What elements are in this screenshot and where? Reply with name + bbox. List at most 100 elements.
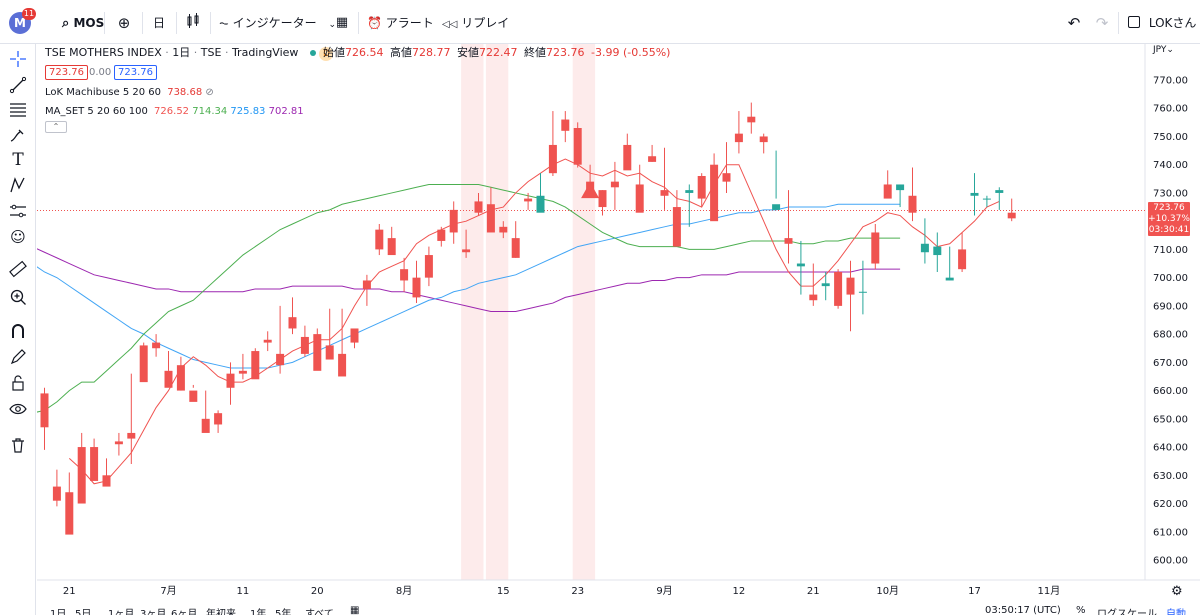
y-tick-label: 610.00 (1153, 527, 1188, 538)
y-tick-label: 770.00 (1153, 76, 1188, 87)
fib-lines-icon[interactable] (7, 98, 29, 120)
range-button[interactable]: 6ヶ月 (171, 609, 198, 615)
ask-price-box[interactable]: 723.76 (114, 65, 157, 80)
ma5-value: 726.52 (154, 106, 190, 117)
undo-icon[interactable]: ↶ (1067, 14, 1081, 32)
candle-body (871, 232, 880, 264)
y-tick-label: 640.00 (1153, 443, 1188, 454)
candle-body (449, 209, 458, 233)
range-button[interactable]: 1ヶ月 (108, 609, 135, 615)
utc-clock[interactable]: 03:50:17 (UTC) (985, 605, 1061, 615)
user-layout-button[interactable]: LOKさん (1128, 14, 1196, 32)
ma60-line (37, 203, 901, 369)
range-button[interactable]: 5年 (275, 609, 292, 615)
candle-body (214, 413, 223, 425)
indicators-button[interactable]: ⏦ インジケーター ⌄ (219, 14, 336, 32)
pattern-icon[interactable] (7, 174, 29, 196)
toolbar-divider (142, 12, 143, 34)
symbol-search-button[interactable]: ⌕ MOS (62, 14, 104, 32)
candle-body (920, 243, 929, 253)
candle-body (201, 418, 210, 433)
x-tick-label: 12 (733, 586, 746, 597)
candle-body (610, 181, 619, 188)
hidden-eye-icon[interactable]: ⊘ (205, 87, 214, 98)
candle-body (834, 272, 843, 306)
trend-line-icon[interactable] (7, 74, 29, 96)
candle-body (152, 342, 161, 349)
alert-button[interactable]: ⏰ アラート (367, 14, 434, 32)
candle-body (970, 192, 979, 196)
redo-icon[interactable]: ↷ (1095, 14, 1109, 32)
replay-button[interactable]: ◁◁ リプレイ (442, 14, 509, 32)
range-button[interactable]: 5日 (75, 609, 92, 615)
alarm-clock-icon: ⏰ (367, 16, 382, 30)
chart-pane[interactable]: 770.00760.00750.00740.00730.00720.00710.… (37, 44, 1200, 615)
log-scale-toggle[interactable]: ログスケール (1097, 609, 1157, 615)
grid-icon[interactable]: ▦ (335, 15, 349, 30)
percent-toggle[interactable]: % (1076, 605, 1086, 615)
candle-body (846, 277, 855, 295)
range-button[interactable]: 年初来 (206, 609, 236, 615)
trash-icon[interactable] (7, 434, 29, 456)
last-price-change: +10.37% (1148, 214, 1190, 224)
calendar-icon[interactable]: ▦ (350, 605, 360, 615)
prediction-icon[interactable] (7, 200, 29, 222)
price-chart[interactable]: 770.00760.00750.00740.00730.00720.00710.… (37, 44, 1200, 604)
range-button[interactable]: 1年 (250, 609, 267, 615)
user-label: LOKさん (1148, 16, 1197, 30)
indicator-row-ma-set[interactable]: MA_SET 5 20 60 100 726.52 714.34 725.83 … (45, 105, 304, 119)
legend-title[interactable]: TSE MOTHERS INDEX (45, 46, 162, 59)
indicator-name: LoK Machibuse 5 20 60 (45, 87, 162, 98)
candle-body (958, 249, 967, 270)
y-tick-label: 660.00 (1153, 386, 1188, 397)
x-tick-label: 21 (807, 586, 820, 597)
text-tool-icon[interactable]: T (12, 150, 24, 170)
candle-body (387, 238, 396, 256)
candle-body (648, 156, 657, 162)
crosshair-icon[interactable] (7, 48, 29, 70)
candle-body (697, 176, 706, 199)
eye-icon[interactable] (7, 398, 29, 420)
candle-body (796, 263, 805, 267)
collapse-legend-button[interactable]: ⌃ (45, 121, 67, 133)
candle-body (672, 207, 681, 247)
candle-body (573, 128, 582, 165)
indicators-label: インジケーター (232, 16, 317, 30)
bid-price-box[interactable]: 723.76 (45, 65, 88, 80)
candle-body (524, 198, 533, 202)
toolbar-divider (176, 12, 177, 34)
emoji-icon[interactable]: ☺ (10, 228, 26, 246)
layout-square-icon (1128, 16, 1140, 28)
y-tick-label: 690.00 (1153, 301, 1188, 312)
candle-body (486, 204, 495, 233)
alert-label: アラート (385, 16, 434, 30)
indicator-row-machibuse[interactable]: LoK Machibuse 5 20 60 738.68 ⊘ (45, 86, 214, 100)
legend-source: TradingView (231, 46, 299, 59)
brush-icon[interactable] (7, 124, 29, 146)
lock-pencil-icon[interactable] (7, 346, 29, 368)
y-tick-label: 630.00 (1153, 471, 1188, 482)
range-button[interactable]: 1日 (50, 609, 67, 615)
auto-scale-toggle[interactable]: 自動 (1166, 609, 1186, 615)
candle-body (127, 432, 136, 439)
candle-body (660, 190, 669, 196)
zoom-in-icon[interactable] (7, 286, 29, 308)
ma20-line (37, 183, 901, 413)
ruler-icon[interactable] (7, 258, 29, 280)
toolbar-divider (210, 12, 211, 34)
plus-circle-icon[interactable]: ⊕ (117, 14, 131, 32)
interval-button[interactable]: 日 (152, 16, 165, 30)
y-tick-label: 620.00 (1153, 499, 1188, 510)
indicators-icon: ⏦ (219, 16, 229, 30)
candles-icon[interactable] (184, 13, 202, 33)
magnet-icon[interactable] (7, 320, 29, 342)
range-button[interactable]: 3ヶ月 (140, 609, 167, 615)
lock-icon[interactable] (7, 372, 29, 394)
delayed-badge[interactable]: D (319, 47, 334, 61)
range-button[interactable]: すべて (305, 609, 334, 615)
chevron-down-icon: ⌄ (328, 20, 337, 30)
ohlc-values: 始値726.54 高値728.77 安値722.47 終値723.76 -3.9… (323, 46, 670, 60)
candle-body (722, 173, 731, 182)
y-tick-label: 650.00 (1153, 414, 1188, 425)
candle-body (90, 447, 99, 481)
